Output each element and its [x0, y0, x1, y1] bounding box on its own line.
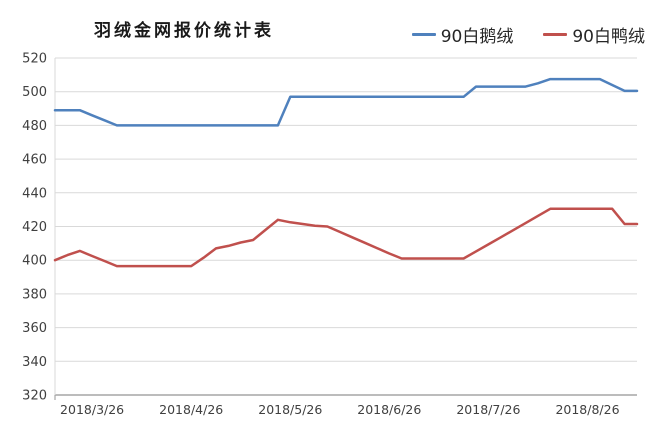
- svg-text:440: 440: [22, 186, 47, 201]
- svg-text:420: 420: [22, 220, 47, 235]
- svg-text:2018/8/26: 2018/8/26: [555, 402, 619, 417]
- svg-text:380: 380: [22, 287, 47, 302]
- svg-text:2018/5/26: 2018/5/26: [258, 402, 322, 417]
- legend-item-duck-down: 90白鸭绒: [543, 22, 645, 47]
- legend-label-goose: 90白鹅绒: [440, 27, 514, 47]
- y-axis-tick-labels: 320 340 360 380 400 420 440 460 480 500 520: [22, 52, 47, 404]
- series-line-1: [53, 207, 639, 268]
- svg-text:520: 520: [22, 52, 47, 67]
- svg-text:360: 360: [22, 321, 47, 336]
- svg-text:460: 460: [22, 153, 47, 168]
- legend-item-goose-down: 90白鹅绒: [411, 22, 514, 47]
- svg-text:480: 480: [22, 119, 47, 134]
- gridlines: [55, 57, 637, 396]
- chart-title: 羽绒金网报价统计表: [94, 21, 274, 41]
- x-axis-tick-labels: 2018/3/26 2018/4/26 2018/5/26 2018/6/26 2018…: [60, 402, 620, 417]
- legend-line-swatch-goose: [411, 33, 436, 36]
- svg-text:340: 340: [22, 355, 47, 370]
- svg-text:2018/3/26: 2018/3/26: [60, 402, 124, 417]
- svg-text:2018/7/26: 2018/7/26: [456, 402, 520, 417]
- svg-text:2018/4/26: 2018/4/26: [159, 402, 223, 417]
- series-line-0: [53, 77, 639, 127]
- legend-label-duck: 90白鸭绒: [572, 27, 645, 47]
- svg-text:320: 320: [22, 389, 47, 404]
- svg-text:500: 500: [22, 85, 47, 100]
- legend: 90白鹅绒 90白鸭绒: [411, 22, 645, 47]
- svg-text:2018/6/26: 2018/6/26: [357, 402, 421, 417]
- legend-line-swatch-duck: [543, 33, 568, 36]
- svg-text:400: 400: [22, 254, 47, 269]
